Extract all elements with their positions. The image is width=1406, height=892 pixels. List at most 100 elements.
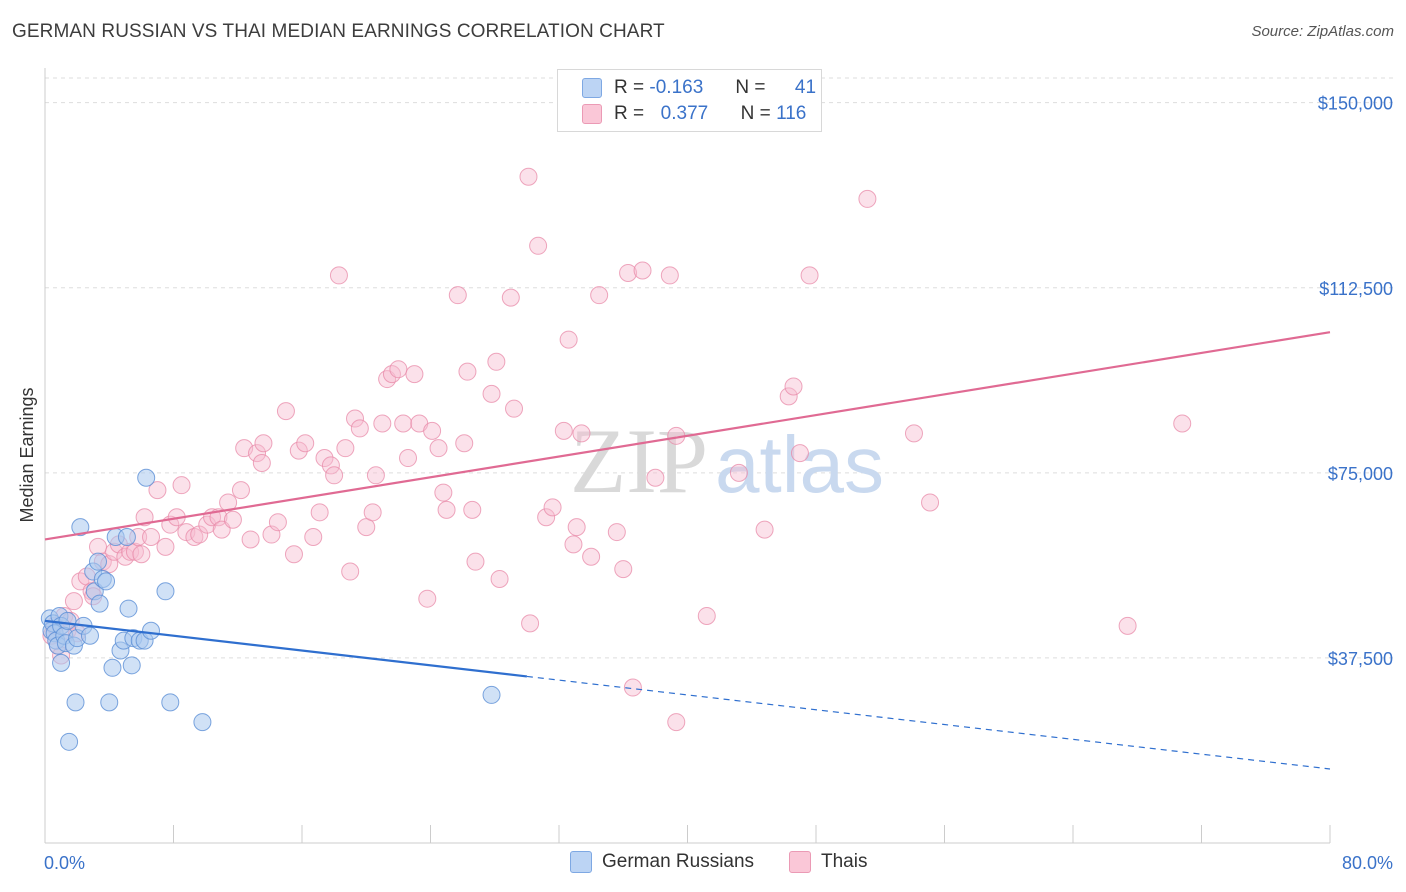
x-tick-label: 80.0% xyxy=(1342,853,1393,873)
chart-title: GERMAN RUSSIAN VS THAI MEDIAN EARNINGS C… xyxy=(12,21,665,42)
thais-point xyxy=(784,377,803,396)
y-tick-label: $150,000 xyxy=(1318,94,1393,114)
german-russians-point xyxy=(103,658,122,677)
german-russians-point xyxy=(66,693,85,712)
thais-point xyxy=(310,503,329,522)
german-russians-trend-extension xyxy=(526,675,1331,770)
legend-n-value: 41 xyxy=(794,77,817,98)
thais-point xyxy=(466,552,485,571)
thais-point xyxy=(633,261,652,280)
thais-point xyxy=(350,419,369,438)
correlation-legend: R = -0.163 N = 41 R = 0.377 N = 116 xyxy=(557,69,822,132)
thais-point xyxy=(614,560,633,579)
x-tick-labels: 0.0% 80.0% xyxy=(44,853,1393,873)
thais-point xyxy=(399,449,418,468)
thais-point xyxy=(448,286,467,305)
german-russians-point xyxy=(119,599,138,618)
thais-point xyxy=(487,352,506,371)
thais-point xyxy=(142,528,161,546)
thais-point xyxy=(697,606,716,625)
thais-point xyxy=(394,414,413,433)
legend-n-label: N = xyxy=(740,103,771,124)
thais-point xyxy=(646,468,665,487)
german-russians-point xyxy=(52,653,71,672)
legend-r-value: 0.377 xyxy=(660,103,709,124)
german-russians-point xyxy=(90,594,109,613)
legend-row-thais: R = 0.377 N = 116 xyxy=(582,102,816,126)
german-russians-legend-label: German Russians xyxy=(602,851,755,872)
thais-point xyxy=(325,466,344,485)
grid-lines xyxy=(45,77,1395,659)
thais-point xyxy=(482,384,501,403)
thais-point xyxy=(418,589,437,608)
x-tick-label: 0.0% xyxy=(44,853,85,873)
german-russians-legend-swatch xyxy=(570,851,592,873)
thais-point xyxy=(437,500,456,519)
thais-point xyxy=(254,434,273,453)
thais-point xyxy=(521,614,540,633)
legend-row-german-russians: R = -0.163 N = 41 xyxy=(582,76,816,100)
thais-point xyxy=(660,266,679,285)
thais-point xyxy=(276,402,295,421)
thais-point xyxy=(559,330,578,349)
thais-point xyxy=(148,481,167,500)
german-russians-point xyxy=(193,713,212,732)
thais-point xyxy=(389,360,408,379)
thais-point xyxy=(490,569,509,588)
german-russians-point xyxy=(97,572,116,591)
y-tick-labels: $37,500 $75,000 $112,500 $150,000 xyxy=(1318,94,1393,669)
thais-point xyxy=(289,441,308,460)
thais-point xyxy=(132,545,151,564)
thais-point xyxy=(567,518,586,537)
thais-point xyxy=(564,535,583,554)
thais-point xyxy=(268,513,287,532)
german-russians-point xyxy=(71,518,90,537)
german-russians-point xyxy=(60,732,79,751)
thais-point xyxy=(779,387,798,406)
thais-point xyxy=(519,167,538,186)
thais-point xyxy=(185,528,204,546)
thais-point xyxy=(405,365,424,384)
thais-point xyxy=(248,444,267,463)
thais-point xyxy=(341,562,360,581)
thais-point xyxy=(241,530,260,549)
thais-point xyxy=(790,444,809,463)
thais-point xyxy=(321,456,340,475)
thais-point xyxy=(458,362,477,381)
thais-point xyxy=(434,483,453,502)
thais-point xyxy=(729,463,748,482)
bottom-legend-thais: Thais xyxy=(789,851,867,873)
thais-point xyxy=(537,508,556,527)
thais-point xyxy=(554,421,573,440)
german-russians-point xyxy=(100,693,119,712)
thais-point xyxy=(315,449,334,468)
thais-point xyxy=(231,481,250,500)
thais-point xyxy=(800,266,819,285)
thais-point xyxy=(1173,414,1192,433)
thais-point xyxy=(296,434,315,453)
thais-point xyxy=(363,503,382,522)
thais-trend-line xyxy=(44,331,1331,541)
thais-point xyxy=(619,263,638,282)
y-tick-label: $112,500 xyxy=(1319,279,1393,299)
german-russians-point xyxy=(161,693,180,712)
trend-lines xyxy=(44,331,1331,770)
german-russians-point xyxy=(122,656,141,675)
axes xyxy=(44,68,1331,844)
legend-r-label: R = xyxy=(614,77,645,98)
german-russians-point xyxy=(58,611,77,630)
legend-r-value: -0.163 xyxy=(649,77,704,98)
german-russians-point xyxy=(482,685,501,704)
thais-point xyxy=(373,414,392,433)
source-label: Source: ZipAtlas.com xyxy=(1251,23,1394,40)
watermark-zip: ZIP xyxy=(570,410,708,512)
legend-n-label: N = xyxy=(735,77,766,98)
thais-point xyxy=(252,453,271,472)
thais-point xyxy=(366,466,385,485)
thais-point xyxy=(501,288,520,307)
thais-point xyxy=(135,508,154,527)
thais-point xyxy=(667,713,686,732)
thais-point xyxy=(1118,616,1137,635)
thais-point xyxy=(463,500,482,519)
